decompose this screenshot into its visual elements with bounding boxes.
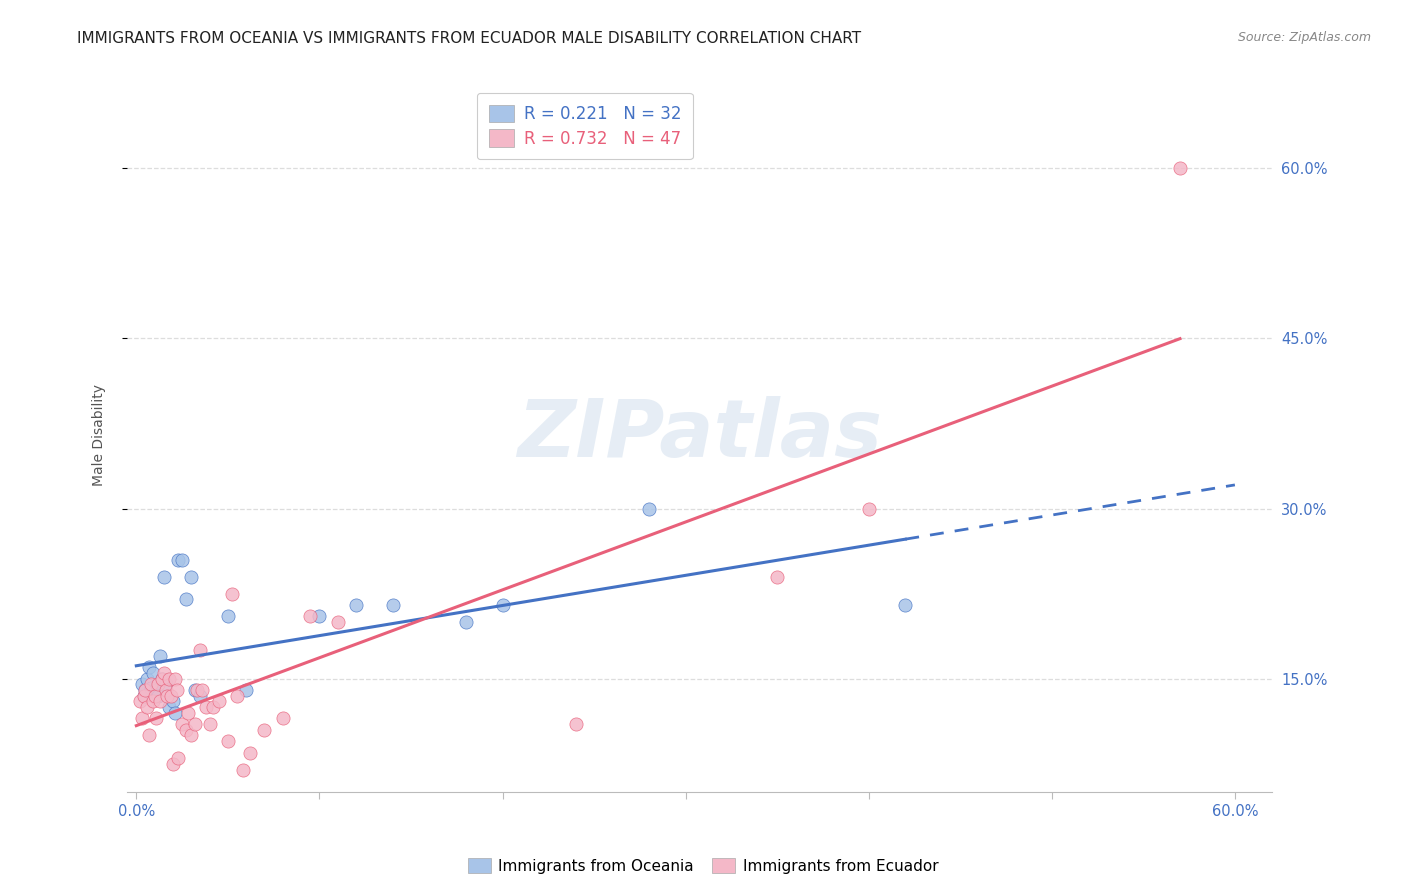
Point xyxy=(134,683,156,698)
Point xyxy=(194,700,217,714)
Point xyxy=(172,717,194,731)
Point xyxy=(174,723,197,737)
Point xyxy=(167,751,190,765)
Point xyxy=(148,689,170,703)
Point xyxy=(149,694,172,708)
Point xyxy=(235,683,257,698)
Point xyxy=(162,756,184,771)
Point xyxy=(454,615,477,629)
Point xyxy=(155,677,177,691)
Point xyxy=(152,666,174,681)
Point xyxy=(157,700,180,714)
Point xyxy=(299,609,322,624)
Point xyxy=(150,672,173,686)
Point xyxy=(148,677,170,691)
Point xyxy=(226,689,249,703)
Point xyxy=(381,598,404,612)
Point xyxy=(160,689,183,703)
Point xyxy=(174,592,197,607)
Point xyxy=(145,683,167,698)
Point xyxy=(155,683,177,698)
Point xyxy=(145,711,167,725)
Point xyxy=(221,587,243,601)
Point xyxy=(184,683,207,698)
Text: IMMIGRANTS FROM OCEANIA VS IMMIGRANTS FROM ECUADOR MALE DISABILITY CORRELATION C: IMMIGRANTS FROM OCEANIA VS IMMIGRANTS FR… xyxy=(77,31,862,46)
Point xyxy=(163,706,186,720)
Point xyxy=(166,683,188,698)
Point xyxy=(143,689,166,703)
Point xyxy=(139,681,162,695)
Point xyxy=(143,685,166,699)
Point xyxy=(172,552,194,566)
Point xyxy=(136,672,159,686)
Point xyxy=(132,689,155,703)
Point xyxy=(131,677,153,691)
Point xyxy=(131,711,153,725)
Point xyxy=(138,729,160,743)
Point xyxy=(156,689,179,703)
Point xyxy=(271,711,294,725)
Point xyxy=(180,569,202,583)
Point xyxy=(326,615,349,629)
Point xyxy=(134,683,156,698)
Point xyxy=(167,552,190,566)
Point xyxy=(139,677,162,691)
Text: ZIPatlas: ZIPatlas xyxy=(517,396,882,474)
Point xyxy=(163,672,186,686)
Point xyxy=(253,723,276,737)
Point xyxy=(190,643,212,657)
Point xyxy=(142,666,165,681)
Point xyxy=(894,598,917,612)
Point xyxy=(239,746,262,760)
Point xyxy=(150,672,173,686)
Point xyxy=(142,694,165,708)
Point xyxy=(149,649,172,664)
Point xyxy=(344,598,367,612)
Y-axis label: Male Disability: Male Disability xyxy=(93,384,107,486)
Point xyxy=(186,683,208,698)
Point xyxy=(564,717,586,731)
Point xyxy=(157,672,180,686)
Point xyxy=(180,729,202,743)
Point xyxy=(191,683,214,698)
Point xyxy=(184,717,207,731)
Point xyxy=(308,609,330,624)
Point xyxy=(136,700,159,714)
Point xyxy=(198,717,221,731)
Point xyxy=(132,689,155,703)
Point xyxy=(202,700,225,714)
Point xyxy=(208,694,231,708)
Point xyxy=(638,501,661,516)
Point xyxy=(162,694,184,708)
Point xyxy=(152,569,174,583)
Point xyxy=(190,689,212,703)
Point xyxy=(138,660,160,674)
Point xyxy=(491,598,513,612)
Point xyxy=(176,706,198,720)
Point xyxy=(217,734,239,748)
Point xyxy=(231,763,253,777)
Point xyxy=(766,569,789,583)
Point xyxy=(1168,161,1191,176)
Point xyxy=(129,694,152,708)
Legend: R = 0.221   N = 32, R = 0.732   N = 47: R = 0.221 N = 32, R = 0.732 N = 47 xyxy=(477,93,693,160)
Point xyxy=(217,609,239,624)
Point xyxy=(858,501,880,516)
Text: Source: ZipAtlas.com: Source: ZipAtlas.com xyxy=(1237,31,1371,45)
Legend: Immigrants from Oceania, Immigrants from Ecuador: Immigrants from Oceania, Immigrants from… xyxy=(461,852,945,880)
